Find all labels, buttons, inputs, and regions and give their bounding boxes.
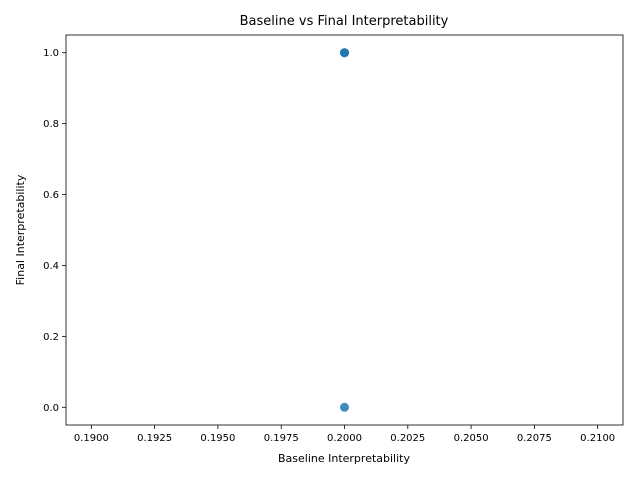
x-tick-label: 0.2100 — [580, 433, 615, 444]
y-tick-label: 0.8 — [43, 119, 59, 130]
x-tick-label: 0.1950 — [200, 433, 235, 444]
plot-area: 0.1900 0.1925 0.1950 0.1975 0.2000 0.2025 0.20… — [43, 34, 624, 444]
data-points — [340, 48, 349, 412]
y-axis-label: Final Interpretability — [14, 174, 27, 285]
data-point — [340, 402, 349, 412]
x-tick-label: 0.2050 — [454, 433, 489, 444]
y-tick-label: 0.0 — [43, 403, 59, 414]
y-tick-label: 0.6 — [43, 190, 59, 201]
chart-title: Baseline vs Final Interpretability — [240, 14, 449, 29]
y-axis-ticks: 0.0 0.2 0.4 0.6 0.8 1.0 — [43, 48, 66, 414]
y-tick-label: 1.0 — [43, 48, 59, 59]
x-tick-label: 0.1900 — [74, 433, 109, 444]
y-tick-label: 0.2 — [43, 332, 59, 343]
x-tick-label: 0.2000 — [327, 433, 362, 444]
x-tick-label: 0.1975 — [264, 433, 299, 444]
data-point — [340, 48, 349, 58]
x-tick-label: 0.2075 — [517, 433, 552, 444]
x-axis-label: Baseline Interpretability — [278, 452, 411, 465]
x-axis-ticks: 0.1900 0.1925 0.1950 0.1975 0.2000 0.2025 0.20… — [74, 425, 615, 444]
x-tick-label: 0.1925 — [137, 433, 172, 444]
y-tick-label: 0.4 — [43, 261, 59, 272]
x-tick-label: 0.2025 — [390, 433, 425, 444]
